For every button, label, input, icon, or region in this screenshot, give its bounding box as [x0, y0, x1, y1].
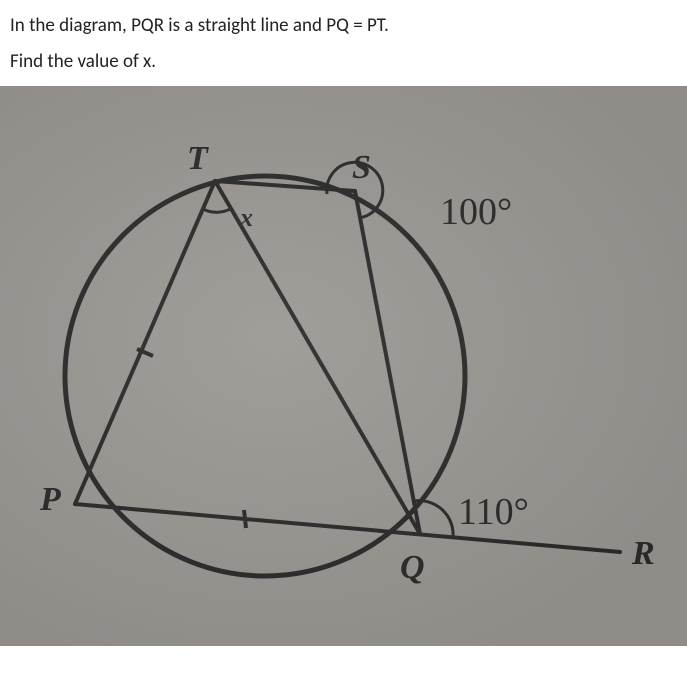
- segment-SQ: [355, 191, 420, 534]
- label-Q: Q: [400, 549, 425, 586]
- label-T: T: [187, 140, 209, 177]
- diagram-svg: P Q R T S x 100° 110°: [0, 86, 687, 646]
- label-P: P: [39, 481, 61, 518]
- label-100: 100°: [440, 191, 512, 233]
- label-S: S: [352, 149, 371, 186]
- problem-line-1: In the diagram, PQR is a straight line a…: [10, 8, 677, 44]
- label-R: R: [631, 535, 655, 572]
- label-110: 110°: [458, 491, 529, 533]
- segment-TQ: [215, 181, 420, 534]
- geometry-diagram: P Q R T S x 100° 110°: [0, 86, 687, 646]
- problem-line-2: Find the value of x.: [10, 44, 677, 80]
- angle-arc-x: [203, 208, 232, 212]
- problem-statement: In the diagram, PQR is a straight line a…: [0, 0, 687, 80]
- label-x: x: [239, 203, 253, 232]
- segment-PT: [75, 181, 215, 504]
- tick-PQ: [244, 510, 246, 528]
- circumscribed-circle: [65, 176, 465, 576]
